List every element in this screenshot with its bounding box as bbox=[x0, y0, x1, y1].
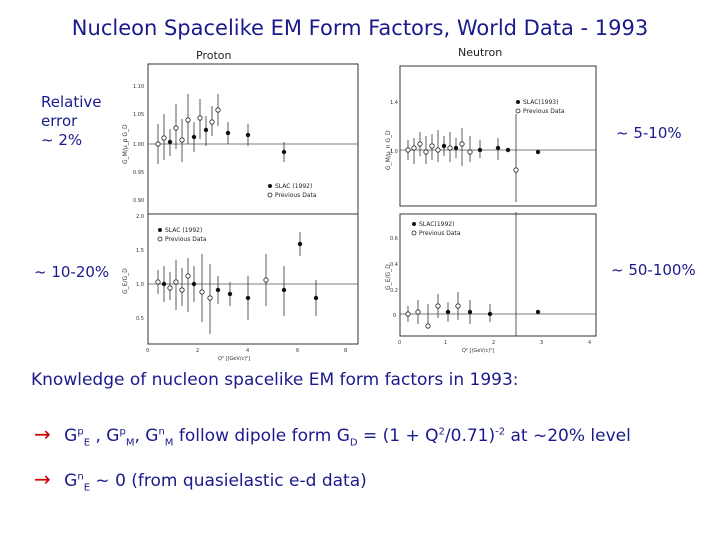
br-legend-1: Previous Data bbox=[419, 230, 461, 237]
plot-neutron-gm: G_M/μ_n G_D 1.4 1.0 SLAC(1993) Previous … bbox=[385, 65, 597, 207]
gd-sub: D bbox=[349, 437, 358, 449]
br-xtick-3: 3 bbox=[540, 340, 543, 346]
bl-tick-3: 0.5 bbox=[136, 316, 144, 322]
tr-tick-0: 1.4 bbox=[390, 100, 398, 106]
q-sup: 2 bbox=[438, 426, 445, 438]
br-tick-0: 0.6 bbox=[390, 236, 398, 242]
plot-proton-gm: G_M/μ_p G_D 1.10 1.05 1.00 0.95 0.90 SLA… bbox=[122, 63, 359, 215]
tl-ylabel: G_M/μ_p G_D bbox=[122, 124, 129, 164]
plot-proton-ge: G_E/G_D 2.0 1.5 1.0 0.5 SLAC (1992) Prev… bbox=[122, 213, 359, 362]
br-xlabel: Q² [(GeV/c)²] bbox=[462, 348, 494, 354]
bl-legend-0: SLAC (1992) bbox=[165, 227, 202, 234]
tr-ylabel: G_M/μ_n G_D bbox=[385, 130, 392, 170]
tl-tick-1: 1.05 bbox=[133, 112, 144, 118]
relative-error-line-2: error bbox=[41, 112, 78, 130]
relative-error-line-3: ~ 2% bbox=[41, 131, 83, 149]
br-xtick-4: 4 bbox=[588, 340, 591, 346]
dipole-text-a: follow dipole form G bbox=[173, 426, 350, 446]
br-ylabel: G_E/G_D bbox=[385, 264, 392, 290]
tl-tick-4: 0.90 bbox=[133, 198, 144, 204]
exp-sup: -2 bbox=[495, 426, 506, 438]
dipole-text-d: at ~20% level bbox=[505, 426, 631, 446]
bl-xtick-3: 6 bbox=[296, 348, 299, 354]
br-xtick-2: 2 bbox=[492, 340, 495, 346]
gnm-sup: n bbox=[158, 426, 165, 438]
br-xtick-1: 1 bbox=[444, 340, 447, 346]
neutron-label: Neutron bbox=[458, 46, 502, 59]
proton-ge-error-note: ~ 10-20% bbox=[34, 263, 110, 281]
br-tick-1: 0.4 bbox=[390, 262, 398, 268]
gpe-symbol: G bbox=[64, 426, 78, 446]
bl-ylabel: G_E/G_D bbox=[122, 268, 129, 294]
proton-label: Proton bbox=[196, 49, 231, 62]
dipole-text-b: = (1 + Q bbox=[357, 426, 439, 446]
tl-tick-0: 1.10 bbox=[133, 84, 144, 90]
br-tick-3: 0 bbox=[393, 313, 396, 319]
knowledge-heading: Knowledge of nucleon spacelike EM form f… bbox=[31, 370, 519, 390]
bl-xtick-4: 8 bbox=[344, 348, 347, 354]
form-factor-figure: Proton Neutron G_M/μ_p G_D 1.10 1.05 1.0… bbox=[118, 44, 600, 362]
tl-legend-0: SLAC (1992) bbox=[275, 183, 312, 190]
br-tick-2: 0.2 bbox=[390, 288, 398, 294]
bl-tick-0: 2.0 bbox=[136, 214, 144, 220]
tl-tick-3: 0.95 bbox=[133, 170, 144, 176]
tr-legend-0: SLAC(1993) bbox=[523, 99, 558, 106]
gpe-sup: p bbox=[77, 426, 84, 438]
bl-tick-1: 1.5 bbox=[136, 248, 144, 254]
slide-title: Nucleon Spacelike EM Form Factors, World… bbox=[71, 16, 649, 40]
gpm-symbol: G bbox=[106, 426, 120, 446]
bl-xtick-0: 0 bbox=[146, 348, 149, 354]
tl-legend-1: Previous Data bbox=[275, 192, 317, 199]
gne-sup: n bbox=[77, 471, 84, 483]
dipole-text-c: /0.71) bbox=[444, 426, 496, 446]
gne-text: ~ 0 (from quasielastic e-d data) bbox=[90, 471, 367, 491]
relative-error-line-1: Relative bbox=[41, 93, 102, 111]
br-xtick-0: 0 bbox=[398, 340, 401, 346]
bullet-gne-zero: → GnE ~ 0 (from quasielastic e-d data) bbox=[34, 467, 367, 493]
arrow-icon: → bbox=[34, 422, 51, 446]
neutron-ge-error-note: ~ 50-100% bbox=[611, 261, 696, 279]
gpm-sup: p bbox=[119, 426, 126, 438]
bullet-dipole-form: → GpE , GpM, GnM follow dipole form GD =… bbox=[34, 422, 631, 448]
tr-legend-1: Previous Data bbox=[523, 108, 565, 115]
gne-symbol: G bbox=[64, 471, 78, 491]
gnm-symbol: G bbox=[145, 426, 159, 446]
gnm-sub: M bbox=[164, 437, 174, 449]
comma-2: , bbox=[134, 426, 146, 446]
bl-legend-1: Previous Data bbox=[165, 236, 207, 243]
bl-xlabel: Q² [(GeV/c)²] bbox=[218, 356, 250, 362]
gne-sub: E bbox=[83, 482, 91, 494]
bl-xtick-2: 4 bbox=[246, 348, 249, 354]
tl-tick-2: 1.00 bbox=[133, 142, 144, 148]
br-legend-0: SLAC(1992) bbox=[419, 221, 454, 228]
plot-neutron-ge: G_E/G_D 0.6 0.4 0.2 0 SLAC(1992) Previou… bbox=[385, 212, 597, 354]
bl-xtick-1: 2 bbox=[196, 348, 199, 354]
bl-tick-2: 1.0 bbox=[136, 282, 144, 288]
tr-tick-1: 1.0 bbox=[390, 149, 398, 155]
gpm-sub: M bbox=[125, 437, 135, 449]
arrow-icon: → bbox=[34, 467, 51, 491]
comma-1: , bbox=[90, 426, 107, 446]
neutron-gm-error-note: ~ 5-10% bbox=[616, 124, 682, 142]
relative-error-note: Relative error ~ 2% bbox=[41, 93, 102, 150]
gpe-sub: E bbox=[83, 437, 91, 449]
